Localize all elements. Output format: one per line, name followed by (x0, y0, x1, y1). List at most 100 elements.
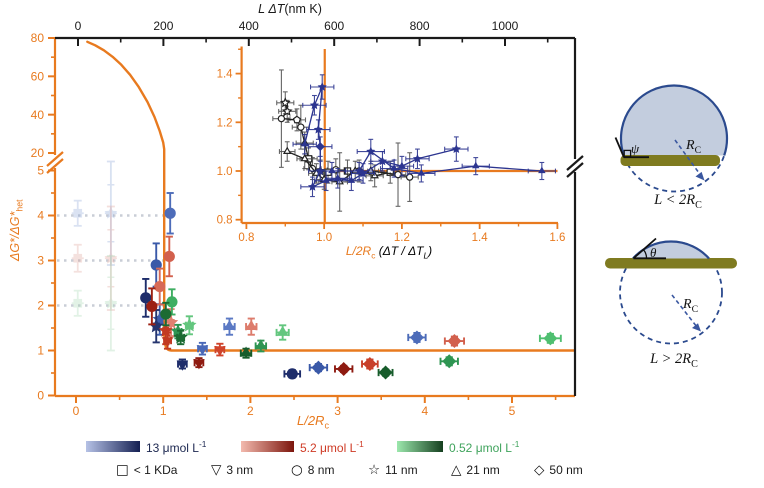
svg-text:400: 400 (239, 19, 259, 33)
svg-text:1.0: 1.0 (217, 166, 233, 178)
svg-text:0.8: 0.8 (217, 215, 233, 227)
legend-size-item-50nm: ◇ 50 nm (534, 462, 583, 478)
legend-size-symbol-3nm: ▽ (211, 462, 222, 478)
inset-x-title-black: (ΔT / ΔT (375, 244, 424, 258)
main-axes: 0 1 2 3 4 5 0 1 2 3 4 5 20 40 60 80 0 20… (31, 19, 584, 418)
caption-top-diagram: L < 2RC (613, 192, 743, 211)
svg-text:1000: 1000 (492, 19, 519, 33)
svg-text:2: 2 (37, 299, 44, 313)
y-axis-title: ΔG*/ΔG*het (8, 165, 25, 295)
y-axis-title-sub: het (14, 199, 25, 212)
svg-text:40: 40 (31, 108, 45, 122)
legend-item-5-2-umol: 5.2 μmol L-1 (241, 438, 364, 455)
legend-size-label-lt-1kda: < 1 KDa (133, 463, 178, 477)
dashed-guides (57, 214, 170, 307)
inset-series (272, 69, 557, 212)
legend-size-label-50nm: 50 nm (549, 463, 583, 477)
rc-label-top: RC (686, 138, 701, 156)
inset-ticks: 0.8 1.0 1.2 1.4 1.6 0.8 1.0 1.2 1.4 (217, 48, 565, 244)
svg-text:20: 20 (31, 146, 45, 160)
svg-text:2: 2 (247, 404, 254, 418)
svg-text:4: 4 (37, 209, 44, 223)
inset-x-title-orange: L/2R (345, 244, 372, 258)
inset-x-title-close: ) (428, 244, 433, 258)
substrate-bar-bottom (605, 258, 737, 269)
svg-text:600: 600 (324, 19, 344, 33)
top-axis-title-italic: L ΔT (258, 2, 285, 16)
legend-gradient-bar-5-2-umol (241, 441, 294, 452)
top-axis-title-units: (nm K) (284, 2, 322, 16)
legend-gradient-bar-13-umol (86, 441, 140, 452)
legend-size-item-8nm: ○ 8 nm (291, 462, 334, 478)
y-axis-ticks-lower: 0 1 2 3 4 5 (37, 164, 55, 403)
legend-size-item-lt-1kda: □ < 1 KDa (116, 462, 177, 478)
top-axis-title: L ΔT(nm K) (90, 2, 490, 16)
legend-item-0-52-umol: 0.52 μmol L-1 (397, 438, 520, 455)
diagram-sphere-L-gt-2Rc (605, 237, 737, 345)
legend-size-symbol-11nm: ☆ (368, 462, 381, 478)
svg-text:200: 200 (153, 19, 173, 33)
legend-item-13-umol: 13 μmol L-1 (86, 438, 207, 455)
legend-label-5-2-umol: 5.2 μmol L-1 (300, 438, 364, 455)
caption-top-sub: C (695, 199, 702, 211)
caption-bottom-text: L > 2R (650, 351, 692, 367)
inset-chart: 0.8 1.0 1.2 1.4 1.6 0.8 1.0 1.2 1.4 (217, 46, 565, 244)
legend-size-symbol-50nm: ◇ (534, 462, 545, 478)
svg-text:80: 80 (31, 31, 45, 45)
legend-size-label-8nm: 8 nm (307, 463, 335, 477)
diagram-sphere-L-lt-2Rc (614, 84, 729, 193)
caption-top-text: L < 2R (654, 192, 696, 208)
scatter-points (140, 192, 562, 380)
rc-label-bottom-r: R (683, 297, 692, 312)
svg-text:800: 800 (410, 19, 430, 33)
rc-label-bottom-sub: C (691, 303, 699, 315)
svg-text:5: 5 (37, 164, 44, 178)
legend-size-item-11nm: ☆ 11 nm (368, 462, 418, 478)
svg-text:1.2: 1.2 (394, 232, 410, 244)
x-axis-title: L/2Rc (213, 413, 413, 431)
legend-size-symbol-lt-1kda: □ (116, 462, 129, 478)
series-green (160, 288, 562, 380)
psi-angle-label: ψ (631, 141, 640, 156)
svg-text:1: 1 (37, 344, 44, 358)
svg-text:1.6: 1.6 (549, 232, 565, 244)
legend-label-0-52-umol: 0.52 μmol L-1 (449, 438, 520, 455)
inset-x-axis-title: L/2Rc (ΔT / ΔTL) (289, 244, 489, 260)
svg-text:1: 1 (160, 404, 167, 418)
legend-size-label-3nm: 3 nm (226, 463, 254, 477)
x-axis-title-main: L/2R (296, 413, 325, 428)
top-axis-ticks: 0 200 400 600 800 1000 (75, 19, 549, 46)
rc-label-bottom: RC (683, 297, 698, 315)
svg-text:1.4: 1.4 (217, 69, 234, 81)
legend-size-symbol-8nm: ○ (291, 462, 303, 478)
ghost-points (71, 160, 118, 352)
svg-text:0: 0 (37, 389, 44, 403)
svg-text:1.4: 1.4 (472, 232, 489, 244)
theta-angle-label: θ (650, 245, 657, 260)
svg-text:3: 3 (334, 404, 341, 418)
rc-label-top-r: R (686, 138, 695, 153)
x-axis-title-sub: c (324, 420, 329, 431)
y-axis-ticks-upper: 20 40 60 80 (31, 31, 55, 160)
svg-text:5: 5 (509, 404, 516, 418)
svg-text:0: 0 (73, 404, 80, 418)
svg-text:1.2: 1.2 (217, 117, 233, 129)
y-axis-title-main: ΔG*/ΔG* (7, 211, 22, 262)
svg-text:60: 60 (31, 70, 45, 84)
inset-x-title-black-sub: L (423, 250, 429, 261)
svg-text:4: 4 (421, 404, 428, 418)
legend-size-label-11nm: 11 nm (385, 463, 418, 477)
svg-text:0: 0 (75, 19, 82, 33)
svg-text:0.8: 0.8 (238, 232, 254, 244)
legend-label-13-umol: 13 μmol L-1 (146, 438, 207, 455)
legend-size-item-3nm: ▽ 3 nm (211, 462, 253, 478)
x-axis-ticks: 0 1 2 3 4 5 (73, 396, 557, 418)
legend-size-label-21nm: 21 nm (466, 463, 500, 477)
legend-size-symbol-21nm: △ (451, 462, 462, 478)
legend-gradient-bar-0-52-umol (397, 441, 443, 452)
rc-label-top-sub: C (694, 144, 702, 156)
legend-size-item-21nm: △ 21 nm (451, 462, 500, 478)
theory-curve (86, 40, 576, 352)
